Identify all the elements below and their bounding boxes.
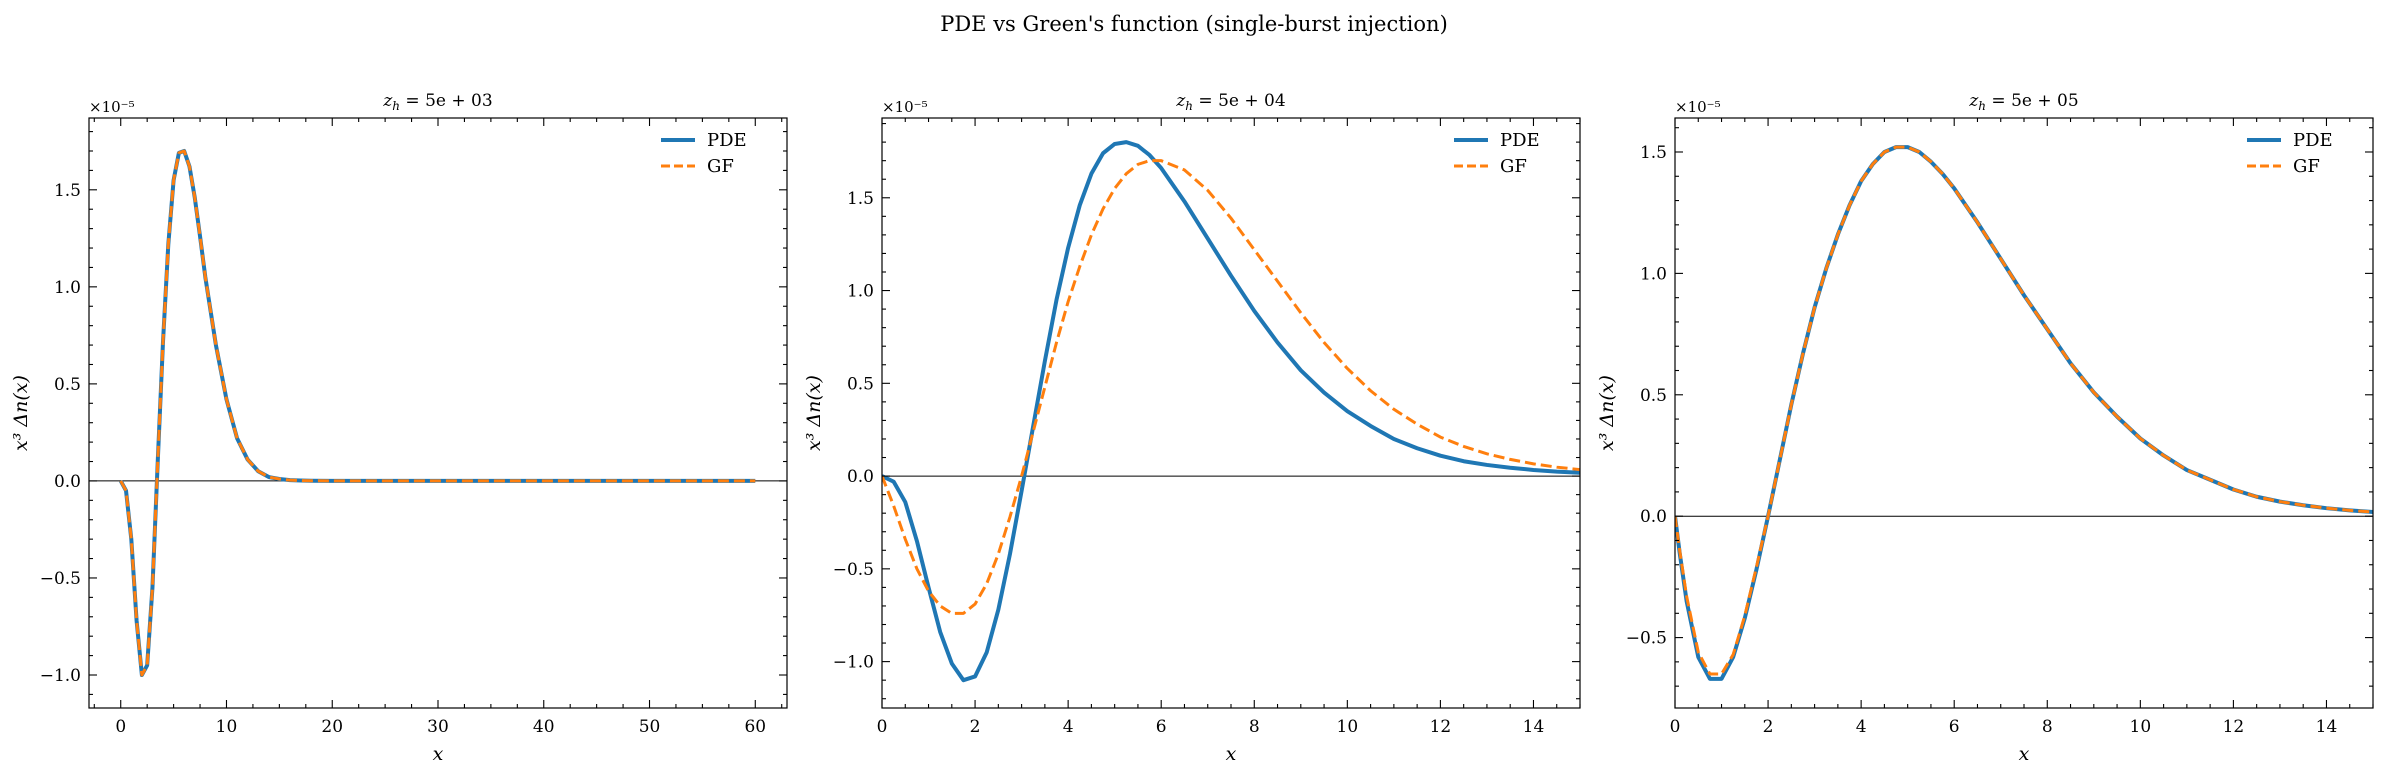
series-line-pde [1675,145,2373,681]
x-tick-label: 8 [2042,717,2053,737]
x-tick-label: 4 [1856,717,1867,737]
x-tick-label: 60 [744,717,766,737]
panel-title-symbol: z [382,91,393,111]
panel-title-symbol: z [1968,91,1979,111]
x-tick-label: 6 [1949,717,1960,737]
y-tick-label: 1.0 [847,282,874,302]
panel-title-symbol: z [1175,91,1186,111]
legend-label-gf: GF [707,156,734,177]
y-tick-label: 0.0 [1640,507,1667,527]
panel-title-value: = 5e + 03 [400,91,493,111]
x-tick-label: 10 [1337,717,1359,737]
x-tick-label: 14 [2316,717,2338,737]
axes-frame [881,117,1581,709]
y-tick-label: −1.0 [833,653,874,673]
x-axis-label: x [1226,743,1237,765]
y-tick-label: 1.5 [847,189,874,209]
y-tick-label: 0.5 [847,374,874,394]
x-tick-label: 12 [1430,717,1452,737]
series-line-gf [119,149,756,677]
x-tick-label: 50 [639,717,661,737]
panel-title-subscript: h [392,99,400,113]
x-tick-label: 4 [1063,717,1074,737]
y-tick-label: 0.0 [54,472,81,492]
legend-label-pde: PDE [1500,130,1540,151]
panel-title-subscript: h [1185,99,1193,113]
x-tick-label: 10 [2130,717,2152,737]
chart-panel-3: 0 2 4 6 8 10 12 14 −0.5 0.0 0.5 1.0 1.5 ×10⁻⁵ zh = 5e … [1596,91,2374,765]
y-axis-label: x³ Δn(x) [803,375,825,451]
axes-frame [1674,117,2374,709]
legend-label-gf: GF [1500,156,1527,177]
legend-label-pde: PDE [707,130,747,151]
y-offset-text: ×10⁻⁵ [882,98,928,116]
y-tick-label: −0.5 [833,560,874,580]
x-tick-label: 40 [533,717,555,737]
x-tick-label: 0 [115,717,126,737]
axes-frame [88,117,788,709]
x-tick-label: 0 [877,717,888,737]
x-axis-label: x [433,743,444,765]
series-line-pde [118,148,756,678]
y-axis-label: x³ Δn(x) [1596,375,1618,451]
panel-title: zh = 5e + 05 [1968,91,2078,113]
legend-label-gf: GF [2293,156,2320,177]
chart-panel-1: 0 10 20 30 40 50 60 −1.0 −0.5 0.0 0.5 1.0 1.5 ×10⁻⁵ zh… [10,91,788,765]
panel-title-value: = 5e + 05 [1986,91,2079,111]
y-tick-label: 0.0 [847,467,874,487]
chart-panel-2: 0 2 4 6 8 10 12 14 −1.0 −0.5 0.0 0.5 1.0 1.5 ×10⁻⁵ zh =… [803,91,1581,765]
x-axis-label: x [2019,743,2030,765]
x-tick-label: 2 [1763,717,1774,737]
x-tick-label: 2 [970,717,981,737]
x-tick-label: 8 [1249,717,1260,737]
x-tick-label: 0 [1670,717,1681,737]
panel-title-subscript: h [1978,99,1986,113]
x-tick-label: 6 [1156,717,1167,737]
x-tick-label: 12 [2223,717,2245,737]
x-tick-label: 30 [427,717,449,737]
y-offset-text: ×10⁻⁵ [89,98,135,116]
y-tick-label: 0.5 [54,375,81,395]
series-line-gf [1675,145,2373,676]
x-tick-label: 10 [216,717,238,737]
y-tick-label: −1.0 [40,666,81,686]
y-tick-label: −0.5 [40,569,81,589]
panel-title: zh = 5e + 03 [382,91,492,113]
legend-label-pde: PDE [2293,130,2333,151]
y-tick-label: 1.5 [54,181,81,201]
x-tick-label: 20 [321,717,343,737]
panel-title: zh = 5e + 04 [1175,91,1285,113]
series-line-pde [882,140,1580,683]
y-tick-label: 1.0 [54,278,81,298]
panel-title-value: = 5e + 04 [1193,91,1286,111]
y-tick-label: −0.5 [1626,629,1667,649]
y-offset-text: ×10⁻⁵ [1675,98,1721,116]
y-tick-label: 0.5 [1640,386,1667,406]
x-tick-label: 14 [1523,717,1545,737]
series-line-gf [882,159,1580,615]
figure-suptitle: PDE vs Green's function (single-burst in… [940,12,1448,36]
y-tick-label: 1.0 [1640,264,1667,284]
y-tick-label: 1.5 [1640,143,1667,163]
y-axis-label: x³ Δn(x) [10,375,32,451]
